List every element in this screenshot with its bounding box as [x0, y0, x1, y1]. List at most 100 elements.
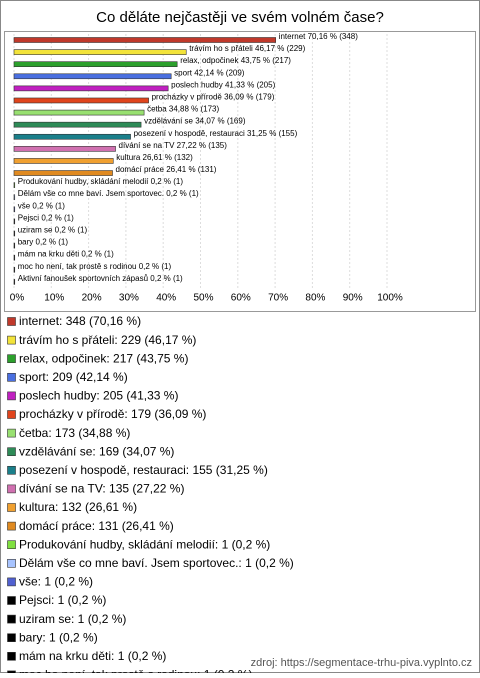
legend-swatch: [7, 428, 16, 438]
value-label: 26,41 % (131): [166, 165, 217, 174]
bar-label: dívání se na TV 27,22 % (135): [119, 141, 228, 150]
bar-label: posezení v hospodě, restauraci 31,25 % (…: [134, 129, 298, 138]
category-label: vzdělávání se: [144, 117, 193, 126]
x-tick-label: 80%: [305, 293, 325, 304]
bar-label: moc ho není, tak prostě s rodinou 0,2 % …: [18, 262, 172, 271]
legend-swatch: [7, 354, 16, 364]
value-label: 34,88 % (173): [169, 105, 220, 114]
legend-swatch: [7, 317, 16, 326]
bar: [13, 49, 187, 55]
legend-swatch: [7, 614, 16, 624]
legend-label: moc ho není, tak prostě s rodinou: 1 (0,…: [19, 668, 252, 673]
value-label: 34,07 % (169): [195, 117, 246, 126]
bar: [13, 267, 16, 273]
value-label: 27,22 % (135): [177, 141, 228, 150]
legend-label: bary: 1 (0,2 %): [19, 630, 98, 644]
category-label: kultura: [116, 153, 141, 162]
legend-label: trávím ho s přáteli: 229 (46,17 %): [19, 333, 196, 347]
x-tick-label: 0%: [10, 293, 25, 304]
bar: [13, 37, 276, 43]
bar-label: vše 0,2 % (1): [18, 201, 65, 210]
bar-label: Produkování hudby, skládání melodií 0,2 …: [18, 177, 184, 186]
value-label: 0,2 % (1): [81, 250, 114, 259]
value-label: 0,2 % (1): [32, 201, 65, 210]
category-label: internet: [279, 32, 306, 41]
x-tick-label: 20%: [82, 293, 102, 304]
legend-swatch: [7, 596, 16, 605]
legend-label: mám na krku děti: 1 (0,2 %): [19, 649, 166, 663]
category-label: dívání se na TV: [119, 141, 176, 150]
value-label: 42,14 % (209): [194, 68, 245, 77]
value-label: 46,17 % (229): [255, 44, 306, 53]
bar: [13, 121, 142, 128]
legend-label: procházky v přírodě: 179 (36,09 %): [19, 407, 206, 421]
bar-label: Pejsci 0,2 % (1): [18, 214, 74, 223]
legend-label: vzdělávání se: 169 (34,07 %): [19, 444, 174, 458]
bar: [13, 85, 169, 92]
legend-label: domácí práce: 131 (26,41 %): [19, 519, 174, 533]
legend-label: posezení v hospodě, restauraci: 155 (31,…: [19, 463, 268, 477]
legend-swatch: [7, 651, 16, 661]
bar: [13, 182, 16, 188]
category-label: poslech hudby: [171, 80, 223, 89]
category-label: uziram se: [18, 226, 53, 235]
legend-label: uziram se: 1 (0,2 %): [19, 612, 126, 626]
legend-swatch: [7, 410, 16, 419]
legend-label: relax, odpočinek: 217 (43,75 %): [19, 351, 188, 365]
bar-label: procházky v přírodě 36,09 % (179): [152, 93, 275, 102]
bar: [13, 109, 145, 116]
bar: [13, 254, 16, 261]
x-tick-label: 100%: [377, 293, 403, 304]
bar: [13, 97, 149, 104]
value-label: 31,25 % (155): [247, 129, 298, 138]
category-label: Pejsci: [18, 214, 40, 223]
x-tick-label: 30%: [119, 293, 139, 304]
bar-label: vzdělávání se 34,07 % (169): [144, 117, 246, 126]
value-label: 0,2 % (1): [150, 274, 183, 283]
bar-label: sport 42,14 % (209): [174, 68, 245, 77]
bar: [13, 194, 16, 201]
value-label: 0,2 % (1): [41, 214, 74, 223]
source: zdroj: https://segmentace-trhu-piva.vypl…: [251, 657, 472, 669]
category-label: Dělám vše co mne baví. Jsem sportovec.: [18, 189, 164, 198]
bar: [13, 133, 131, 140]
value-label: 43,75 % (217): [241, 56, 292, 65]
bar: [13, 158, 114, 164]
value-label: 70,16 % (348): [308, 32, 359, 41]
value-label: 0,2 % (1): [55, 226, 88, 235]
category-label: procházky v přírodě: [152, 93, 223, 102]
value-label: 0,2 % (1): [139, 262, 172, 271]
bar-label: internet 70,16 % (348): [279, 32, 359, 41]
category-label: domácí práce: [116, 165, 165, 174]
legend-label: vše: 1 (0,2 %): [19, 575, 93, 589]
category-label: mám na krku děti: [18, 250, 80, 259]
value-label: 0,2 % (1): [166, 189, 199, 198]
bar-label: Aktivní fanoušek sportovních zápasů 0,2 …: [18, 274, 183, 283]
legend-swatch: [7, 521, 16, 531]
legend-swatch: [7, 335, 16, 345]
category-label: četba: [147, 105, 167, 114]
chart-title: Co děláte nejčastěji ve svém volném čase…: [96, 9, 384, 26]
x-tick-label: 50%: [193, 293, 213, 304]
legend-label: internet: 348 (70,16 %): [19, 314, 141, 328]
bar: [13, 242, 16, 249]
value-label: 26,61 % (132): [143, 153, 194, 162]
value-label: 0,2 % (1): [36, 238, 69, 247]
bar-label: trávím ho s přáteli 46,17 % (229): [189, 44, 305, 53]
bar: [13, 73, 172, 80]
legend-swatch: [7, 391, 16, 401]
bar-label: mám na krku děti 0,2 % (1): [18, 250, 114, 259]
x-tick-label: 60%: [231, 293, 251, 304]
category-label: sport: [174, 68, 193, 77]
legend-swatch: [7, 465, 16, 475]
category-label: bary: [18, 238, 34, 247]
legend-swatch: [7, 633, 16, 643]
legend-swatch: [7, 372, 16, 382]
x-tick-label: 90%: [343, 293, 363, 304]
legend-swatch: [7, 503, 16, 512]
category-label: trávím ho s přáteli: [189, 44, 253, 53]
bar-label: domácí práce 26,41 % (131): [116, 165, 217, 174]
bar: [13, 170, 113, 176]
category-label: relax, odpočinek: [180, 56, 239, 65]
bar: [13, 206, 16, 213]
